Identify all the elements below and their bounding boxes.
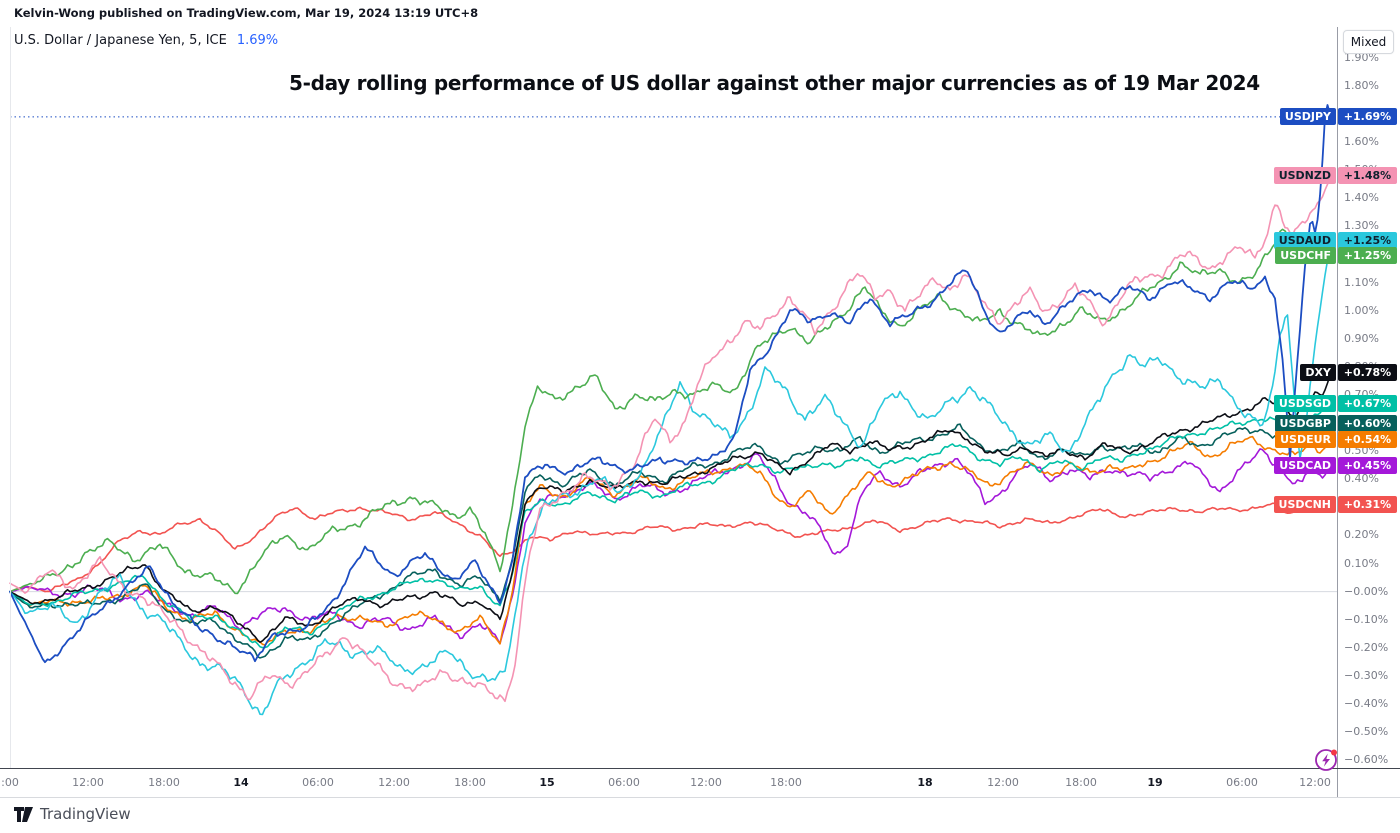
series-line-usdeur bbox=[9, 435, 1332, 646]
series-value-tag-usdgbp: +0.60% bbox=[1338, 414, 1397, 432]
price-tick-label: 1.10% bbox=[1344, 275, 1379, 289]
time-tick-label: 18:00 bbox=[148, 776, 180, 789]
series-name-tag-usdcad: USDCAD bbox=[1274, 456, 1336, 474]
time-tick-label: 06:00 bbox=[302, 776, 334, 789]
time-tick-label: 18:00 bbox=[770, 776, 802, 789]
series-value-tag-usdcad: +0.45% bbox=[1338, 456, 1397, 474]
series-value-tag-usdcnh: +0.31% bbox=[1338, 496, 1397, 514]
series-value-tag-usdchf: +1.25% bbox=[1338, 246, 1397, 264]
series-value-tag-usdsgd: +0.67% bbox=[1338, 394, 1397, 412]
symbol-info: U.S. Dollar / Japanese Yen, 5, ICE 1.69% bbox=[14, 33, 278, 48]
price-tick-label: 0.20% bbox=[1344, 528, 1379, 542]
symbol-change: 1.69% bbox=[236, 33, 279, 48]
price-tick-label: −0.50% bbox=[1344, 725, 1389, 739]
time-tick-label: 18:00 bbox=[1065, 776, 1097, 789]
time-tick-label: 18:00 bbox=[454, 776, 486, 789]
time-tick-label: 12:00 bbox=[72, 776, 104, 789]
series-name-tag-usdeur: USDEUR bbox=[1275, 431, 1336, 449]
series-value-tag-usdnzd: +1.48% bbox=[1338, 167, 1397, 185]
notification-dot bbox=[1331, 749, 1337, 756]
price-tick-label: 1.90% bbox=[1344, 50, 1379, 64]
series-name-tag-usdchf: USDCHF bbox=[1275, 246, 1336, 264]
time-tick-label: 12:00 bbox=[378, 776, 410, 789]
series-name-tag-dxy: DXY bbox=[1300, 364, 1336, 381]
series-name-tag-usdgbp: USDGBP bbox=[1274, 414, 1336, 432]
series-value-tag-usdjpy: +1.69% bbox=[1338, 108, 1397, 126]
price-tick-label: −0.40% bbox=[1344, 696, 1389, 710]
series-value-tag-dxy: +0.78% bbox=[1338, 364, 1397, 381]
symbol-name: U.S. Dollar / Japanese Yen, 5, ICE bbox=[14, 33, 227, 48]
time-tick-label: 12:00 bbox=[690, 776, 722, 789]
series-line-usdgbp bbox=[9, 422, 1332, 659]
series-line-dxy bbox=[9, 371, 1332, 644]
date-tick-label: 19 bbox=[1147, 776, 1163, 789]
series-name-tag-usdcnh: USDCNH bbox=[1273, 496, 1336, 514]
attribution-text: Kelvin-Wong published on TradingView.com… bbox=[14, 6, 479, 20]
price-tick-label: −0.20% bbox=[1344, 640, 1389, 654]
time-tick-label: 12:00 bbox=[1299, 776, 1331, 789]
series-name-tag-usdsgd: USDSGD bbox=[1273, 394, 1336, 412]
time-tick-label: 12:00 bbox=[987, 776, 1019, 789]
date-tick-label: 15 bbox=[539, 776, 555, 789]
tradingview-logo-icon bbox=[14, 806, 33, 822]
lightning-bolt-icon bbox=[1322, 753, 1330, 767]
price-tick-label: 0.10% bbox=[1344, 556, 1379, 570]
time-tick-label: 06:00 bbox=[1226, 776, 1258, 789]
chart-title: 5-day rolling performance of US dollar a… bbox=[289, 71, 1260, 95]
series-line-usdchf bbox=[9, 228, 1332, 595]
date-tick-label: 14 bbox=[233, 776, 249, 789]
series-line-usdsgd bbox=[9, 402, 1332, 649]
tradingview-logo-text: TradingView bbox=[40, 805, 131, 823]
pane-left-border bbox=[10, 27, 11, 768]
price-tick-label: 1.80% bbox=[1344, 78, 1379, 92]
price-tick-label: 0.90% bbox=[1344, 331, 1379, 345]
price-tick-label: 1.40% bbox=[1344, 191, 1379, 205]
series-line-usdaud bbox=[9, 239, 1332, 716]
price-scale-mode-button[interactable]: Mixed bbox=[1343, 30, 1394, 54]
price-tick-label: 0.40% bbox=[1344, 472, 1379, 486]
time-tick-label: :00 bbox=[1, 776, 19, 789]
price-tick-label: −0.30% bbox=[1344, 668, 1389, 682]
time-tick-label: 06:00 bbox=[608, 776, 640, 789]
price-tick-label: 1.00% bbox=[1344, 303, 1379, 317]
series-name-tag-usdnzd: USDNZD bbox=[1273, 167, 1336, 185]
tradingview-logo[interactable]: TradingView bbox=[14, 805, 131, 823]
series-line-usdjpy bbox=[9, 104, 1332, 664]
time-axis-top-border bbox=[0, 768, 1400, 769]
time-axis-bottom-border bbox=[0, 797, 1400, 798]
series-line-usdnzd bbox=[9, 175, 1332, 703]
series-line-usdcad bbox=[9, 448, 1332, 645]
series-name-tag-usdaud: USDAUD bbox=[1273, 231, 1336, 249]
flash-ideas-icon[interactable] bbox=[1311, 745, 1341, 775]
price-tick-label: 1.30% bbox=[1344, 219, 1379, 233]
series-name-tag-usdjpy: USDJPY bbox=[1279, 108, 1336, 126]
price-axis-border bbox=[1337, 27, 1338, 797]
series-line-usdcnh bbox=[9, 500, 1332, 593]
price-tick-label: −0.60% bbox=[1344, 753, 1389, 767]
price-tick-label: 1.60% bbox=[1344, 135, 1379, 149]
date-tick-label: 18 bbox=[917, 776, 933, 789]
price-tick-label: −0.10% bbox=[1344, 612, 1389, 626]
price-tick-label: −0.00% bbox=[1344, 584, 1389, 598]
series-value-tag-usdeur: +0.54% bbox=[1338, 431, 1397, 449]
series-value-tag-usdaud: +1.25% bbox=[1338, 231, 1397, 249]
